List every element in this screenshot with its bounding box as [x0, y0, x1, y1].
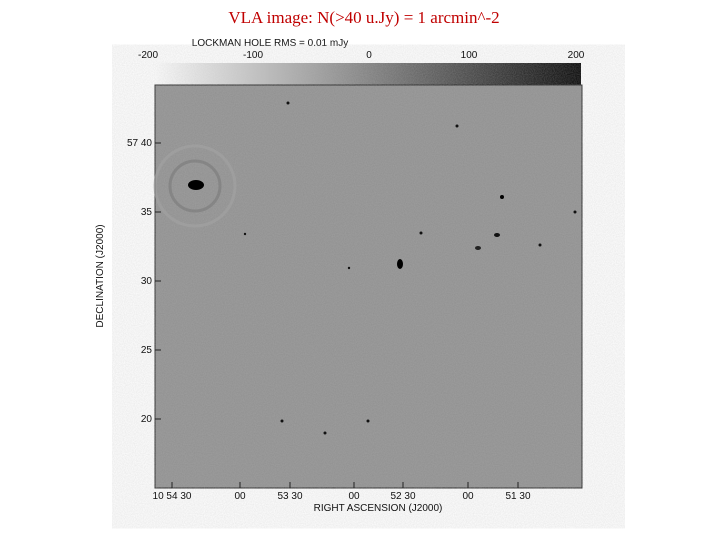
figure-caption: LOCKMAN HOLE RMS = 0.01 mJy: [192, 38, 348, 49]
x-axis-label: RIGHT ASCENSION (J2000): [314, 503, 443, 514]
y-tick-label: 25: [141, 345, 153, 356]
source: [366, 419, 370, 423]
source: [243, 232, 247, 236]
x-tick-label: 00: [462, 491, 474, 502]
ring: [153, 144, 237, 228]
x-tick-label: 52 30: [390, 491, 415, 502]
x-tick-label: 53 30: [277, 491, 302, 502]
colorbar-tick-label: 200: [568, 50, 585, 61]
y-tick-label: 20: [141, 414, 153, 425]
colorbar-tick-label: -200: [138, 50, 158, 61]
source: [188, 180, 204, 190]
source: [500, 195, 504, 199]
y-tick-label: 30: [141, 276, 153, 287]
source: [397, 259, 403, 269]
source: [538, 243, 542, 247]
colorbar-tick-label: -100: [243, 50, 263, 61]
source: [280, 419, 284, 423]
y-axis-label: DECLINATION (J2000): [95, 224, 106, 327]
source: [419, 231, 423, 235]
source: [323, 431, 327, 435]
x-tick-label: 10 54 30: [153, 491, 192, 502]
source: [455, 124, 459, 128]
image-noise: [155, 85, 582, 488]
x-tick-label: 00: [234, 491, 246, 502]
slide-title: VLA image: N(>40 u.Jy) = 1 arcmin^-2: [228, 8, 499, 27]
colorbar: [155, 63, 581, 85]
y-tick-label: 57 40: [127, 138, 152, 149]
source: [286, 101, 290, 105]
ring: [168, 159, 222, 213]
radio-image: [153, 84, 583, 489]
colorbar-tick-label: 0: [366, 50, 372, 61]
source: [573, 210, 577, 214]
source: [494, 233, 500, 237]
colorbar-tick-label: 100: [461, 50, 478, 61]
y-tick-label: 35: [141, 207, 153, 218]
source: [347, 266, 351, 270]
x-tick-label: 51 30: [505, 491, 530, 502]
x-tick-label: 00: [348, 491, 360, 502]
source: [475, 246, 481, 250]
